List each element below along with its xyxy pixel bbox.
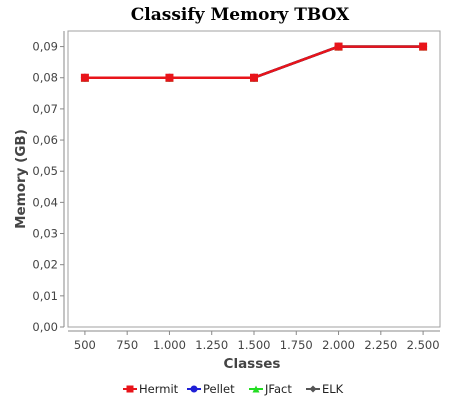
- data-point-hermit: [80, 73, 89, 82]
- y-tick-label: 0,01: [32, 289, 58, 303]
- y-tick-label: 0,09: [32, 40, 58, 54]
- y-tick-label: 0,00: [32, 320, 58, 334]
- x-tick-label: 750: [116, 338, 138, 352]
- legend-marker-hermit: [126, 385, 134, 393]
- legend-item-hermit: Hermit: [123, 382, 179, 396]
- legend-item-pellet: Pellet: [187, 382, 235, 396]
- x-axis-label: Classes: [224, 356, 281, 372]
- x-tick-label: 1.000: [153, 338, 186, 352]
- legend: Hermit Pellet JFact ELK: [123, 382, 344, 396]
- legend-marker-pellet: [190, 385, 198, 393]
- x-tick-label: 1.500: [238, 338, 271, 352]
- legend-label-elk: ELK: [322, 382, 344, 396]
- y-tick-label: 0,02: [32, 258, 58, 272]
- y-tick-label: 0,03: [32, 227, 58, 241]
- chart-title: Classify Memory TBOX: [131, 5, 350, 25]
- legend-label-jfact: JFact: [264, 382, 292, 396]
- data-point-hermit: [334, 42, 343, 51]
- y-tick-label: 0,05: [32, 164, 58, 178]
- x-axis: 500 750 1.000 1.250 1.500 1.750 2.000 2.250 2.50…: [68, 330, 440, 352]
- data-point-hermit: [419, 42, 428, 51]
- series-layer: [80, 42, 428, 82]
- legend-label-pellet: Pellet: [203, 382, 235, 396]
- legend-item-elk: ELK: [306, 382, 344, 396]
- x-tick-label: 2.000: [322, 338, 355, 352]
- data-point-hermit: [250, 73, 258, 82]
- legend-marker-elk: [309, 385, 317, 393]
- x-tick-label: 2.500: [407, 338, 440, 352]
- y-axis-label: Memory (GB): [13, 129, 29, 229]
- x-tick-label: 1.250: [195, 338, 228, 352]
- y-tick-label: 0,07: [32, 102, 58, 116]
- x-tick-label: 500: [74, 338, 96, 352]
- legend-label-hermit: Hermit: [139, 382, 179, 396]
- y-tick-label: 0,06: [32, 133, 58, 147]
- legend-item-jfact: JFact: [249, 382, 292, 396]
- y-axis: 0,00 0,01 0,02 0,03 0,04 0,05 0,06 0,07 0,08 0,09: [32, 31, 65, 334]
- data-point-hermit: [165, 73, 174, 82]
- x-tick-label: 1.750: [280, 338, 313, 352]
- y-tick-label: 0,08: [32, 71, 58, 85]
- y-tick-label: 0,04: [32, 195, 58, 209]
- legend-marker-jfact: [252, 385, 260, 393]
- x-tick-label: 2.250: [364, 338, 397, 352]
